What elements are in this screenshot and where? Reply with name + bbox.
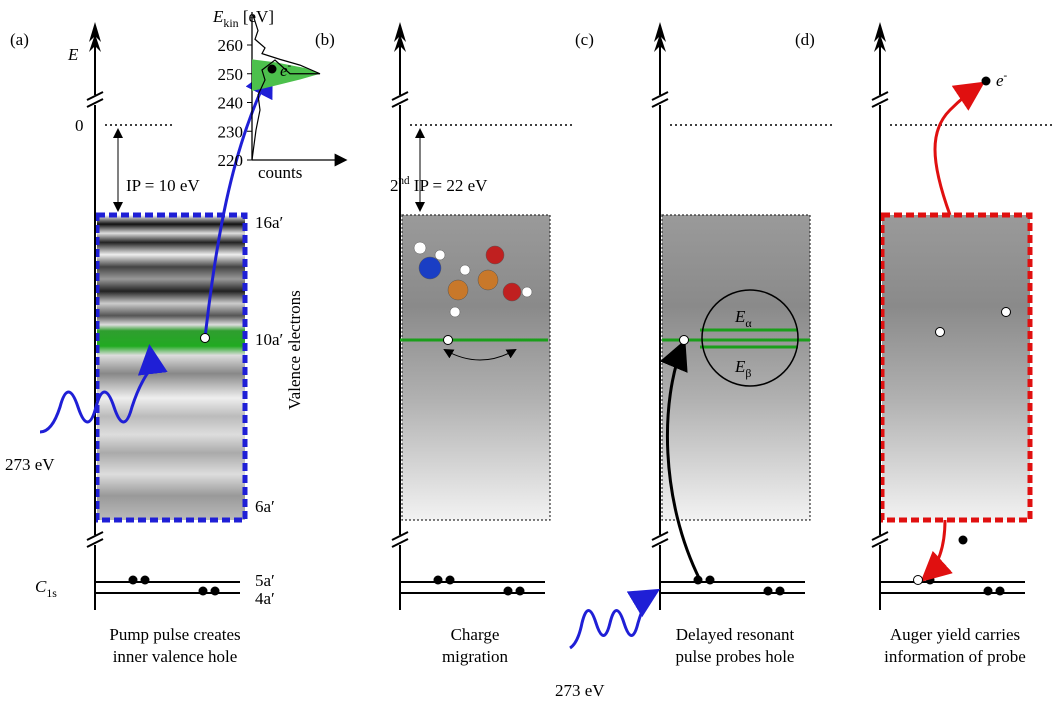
electron — [434, 576, 443, 585]
electron — [211, 587, 220, 596]
atom — [460, 265, 470, 275]
electron — [982, 77, 991, 86]
label: (b) — [315, 30, 335, 49]
label: pulse probes hole — [676, 647, 795, 666]
auger-decay — [925, 520, 945, 578]
diagram: (a) Pump pulse creates inner valence hole (… — [0, 0, 1064, 705]
electron — [201, 334, 210, 343]
electron — [706, 576, 715, 585]
label: 0 — [75, 116, 84, 135]
superscript: - — [1004, 70, 1008, 82]
atom — [450, 307, 460, 317]
electron — [444, 336, 453, 345]
atom — [448, 280, 468, 300]
label: 220 — [218, 151, 244, 170]
label: 6a′ — [255, 497, 275, 516]
text-part: C — [35, 577, 47, 596]
energy-band — [882, 215, 1030, 520]
atom — [414, 242, 426, 254]
text-part: 2 — [390, 176, 399, 195]
electron — [680, 336, 689, 345]
label: Delayed resonant — [676, 625, 795, 644]
photon — [570, 592, 655, 648]
subscript: β — [745, 366, 751, 380]
electron — [129, 576, 138, 585]
electron — [764, 587, 773, 596]
label: 273 eV — [5, 455, 55, 474]
label: migration — [442, 647, 509, 666]
label: C1s — [35, 577, 57, 600]
label: 240 — [218, 94, 244, 113]
label: 16a′ — [255, 213, 283, 232]
atom — [435, 250, 445, 260]
label: inner valence hole — [113, 647, 238, 666]
label: Charge — [451, 625, 500, 644]
label: Valence electrons — [285, 290, 304, 409]
subscript: 1s — [46, 586, 57, 600]
label: counts — [258, 163, 302, 182]
label: 10a′ — [255, 330, 283, 349]
label: 2nd IP = 22 eV — [390, 175, 488, 195]
label: 260 — [218, 36, 244, 55]
electron — [504, 587, 513, 596]
subscript: α — [745, 316, 751, 330]
energy-band — [97, 215, 245, 520]
label: 5a′ — [255, 571, 275, 590]
electron — [984, 587, 993, 596]
electron — [268, 65, 277, 74]
electron — [936, 328, 945, 337]
label: 273 eV — [555, 681, 605, 700]
electron — [516, 587, 525, 596]
electron — [199, 587, 208, 596]
atom — [486, 246, 504, 264]
atom — [419, 257, 441, 279]
label: e- — [996, 70, 1008, 90]
electron — [776, 587, 785, 596]
electron — [914, 576, 923, 585]
text-part: [eV] — [239, 7, 274, 26]
electron — [996, 587, 1005, 596]
atom — [522, 287, 532, 297]
label: IP = 10 eV — [126, 176, 200, 195]
label: 250 — [218, 65, 244, 84]
text-part: E — [734, 307, 746, 326]
label: Auger yield carries — [890, 625, 1020, 644]
label: information of probe — [884, 647, 1026, 666]
superscript: - — [288, 60, 292, 72]
label: Pump pulse creates — [109, 625, 240, 644]
label: (a) — [10, 30, 29, 49]
electron — [959, 536, 968, 545]
auger-electron — [935, 85, 980, 215]
label: Ekin [eV] — [212, 7, 274, 30]
text-part: IP = 22 eV — [410, 176, 489, 195]
label: 4a′ — [255, 589, 275, 608]
atom — [478, 270, 498, 290]
subscript: kin — [223, 16, 238, 30]
electron — [141, 576, 150, 585]
atom — [503, 283, 521, 301]
text-part: E — [734, 357, 746, 376]
label: 230 — [218, 122, 244, 141]
superscript: nd — [399, 175, 411, 187]
label: (d) — [795, 30, 815, 49]
electron — [1002, 308, 1011, 317]
label: E — [67, 45, 79, 64]
electron — [446, 576, 455, 585]
text-part: E — [212, 7, 224, 26]
label: (c) — [575, 30, 594, 49]
